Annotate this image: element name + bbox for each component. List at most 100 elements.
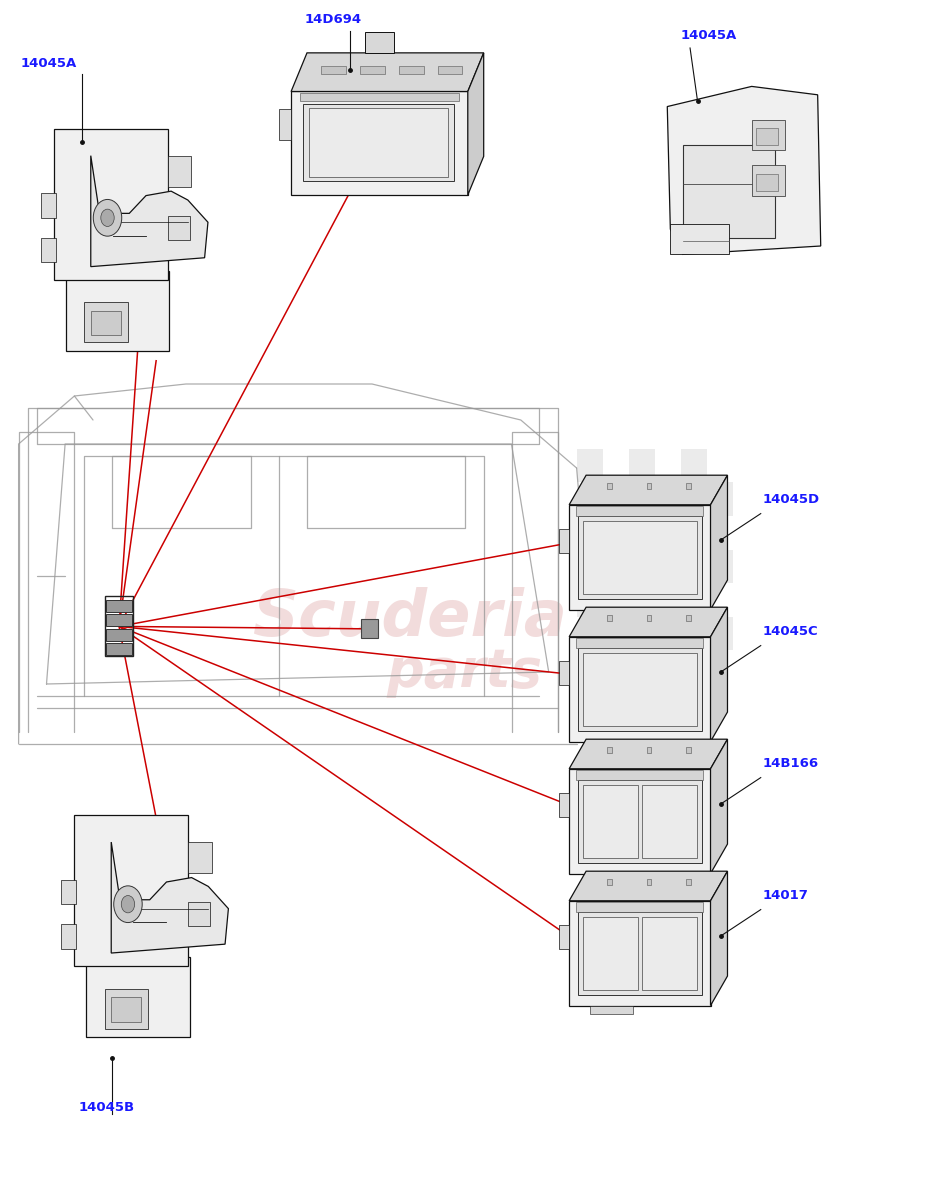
Polygon shape — [291, 53, 484, 91]
Bar — [91, 311, 121, 336]
Bar — [629, 650, 655, 684]
Bar — [569, 769, 711, 874]
Bar — [751, 166, 786, 196]
Bar — [582, 653, 698, 726]
Bar — [577, 902, 703, 912]
Bar — [84, 302, 127, 342]
Bar — [559, 793, 569, 817]
Bar — [756, 128, 777, 145]
Bar — [603, 617, 629, 650]
Bar — [106, 643, 132, 655]
Polygon shape — [711, 607, 727, 742]
Bar — [578, 780, 702, 863]
Bar — [603, 482, 629, 516]
Bar — [582, 521, 698, 594]
Text: parts: parts — [387, 646, 543, 698]
Text: 14D694: 14D694 — [305, 13, 362, 26]
Bar — [106, 600, 132, 612]
Bar — [681, 650, 707, 684]
Bar — [104, 989, 148, 1028]
Bar — [643, 785, 698, 858]
Bar — [66, 271, 169, 350]
Bar — [647, 878, 651, 884]
Bar — [683, 145, 775, 238]
Polygon shape — [711, 475, 727, 610]
Bar — [106, 629, 132, 641]
Polygon shape — [112, 842, 229, 953]
Polygon shape — [569, 475, 727, 505]
Bar — [707, 617, 733, 650]
Bar — [291, 91, 468, 194]
Bar — [707, 482, 733, 516]
Bar — [607, 878, 612, 884]
Bar — [681, 583, 707, 617]
Bar — [167, 156, 192, 187]
Bar — [74, 816, 188, 966]
Bar — [86, 958, 190, 1037]
Bar — [643, 917, 698, 990]
Text: 14045A: 14045A — [20, 56, 76, 70]
Circle shape — [93, 199, 122, 236]
Bar — [105, 596, 133, 656]
Bar — [61, 880, 76, 905]
Bar — [559, 925, 569, 949]
Bar — [655, 617, 681, 650]
Bar — [582, 785, 638, 858]
Bar — [279, 109, 291, 139]
Bar — [399, 66, 423, 74]
Bar — [671, 224, 729, 254]
Bar — [647, 746, 651, 752]
Polygon shape — [569, 607, 727, 637]
Polygon shape — [711, 871, 727, 1006]
Bar — [559, 661, 569, 685]
Circle shape — [100, 209, 114, 227]
Bar — [321, 66, 346, 74]
Bar — [607, 482, 612, 488]
Bar — [106, 614, 132, 626]
Bar — [303, 104, 454, 181]
Bar — [310, 108, 447, 178]
Bar — [603, 550, 629, 583]
Bar — [569, 505, 711, 610]
Bar — [582, 917, 638, 990]
Bar — [591, 1006, 632, 1014]
Bar — [591, 874, 632, 882]
Bar — [569, 901, 711, 1006]
Circle shape — [121, 895, 135, 913]
Text: 14B166: 14B166 — [763, 757, 818, 770]
Bar — [686, 746, 691, 752]
Bar — [61, 924, 76, 948]
Bar — [629, 516, 655, 550]
Bar — [167, 216, 190, 240]
Bar — [578, 516, 702, 599]
Bar — [647, 482, 651, 488]
Bar — [299, 92, 458, 101]
Bar — [577, 650, 603, 684]
Text: 14045C: 14045C — [763, 625, 818, 638]
Bar — [681, 516, 707, 550]
Polygon shape — [667, 86, 820, 254]
Bar — [577, 449, 603, 482]
Bar — [686, 878, 691, 884]
Bar — [188, 842, 212, 874]
Bar — [629, 583, 655, 617]
Text: 14045B: 14045B — [79, 1100, 135, 1114]
Text: 14017: 14017 — [763, 889, 808, 902]
Bar — [756, 174, 777, 191]
Bar — [629, 449, 655, 482]
Bar — [577, 506, 703, 516]
Bar — [577, 638, 703, 648]
Bar — [41, 193, 56, 217]
Bar — [569, 637, 711, 742]
Bar — [577, 770, 703, 780]
Bar — [41, 238, 56, 263]
Text: Scuderia: Scuderia — [252, 587, 566, 649]
Bar — [591, 742, 632, 750]
Bar — [438, 66, 462, 74]
Bar — [707, 550, 733, 583]
Bar — [577, 516, 603, 550]
Bar — [686, 614, 691, 620]
Text: 14045D: 14045D — [763, 493, 819, 506]
Bar — [751, 120, 786, 150]
Bar — [365, 32, 393, 53]
